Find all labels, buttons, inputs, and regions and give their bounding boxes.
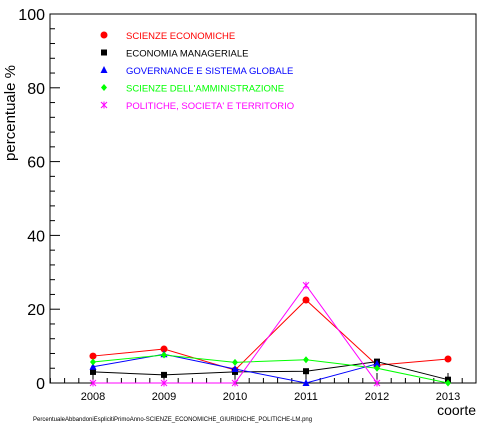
y-tick-label: 80 bbox=[27, 81, 45, 98]
data-point bbox=[90, 369, 96, 375]
data-point bbox=[303, 368, 309, 374]
x-tick-label: 2009 bbox=[152, 391, 176, 403]
y-axis-label: percentuale % bbox=[2, 65, 19, 161]
legend-label: GOVERNANCE E SISTEMA GLOBALE bbox=[126, 66, 293, 77]
file-name-footnote: PercentualeAbbandoniEsplicitiPrimoAnno-S… bbox=[33, 417, 312, 423]
x-axis-label: coorte bbox=[437, 402, 476, 418]
series-line-1 bbox=[93, 362, 448, 380]
x-tick-label: 2008 bbox=[81, 391, 105, 403]
x-tick-label: 2011 bbox=[294, 391, 318, 403]
x-tick-label: 2010 bbox=[223, 391, 247, 403]
data-point bbox=[232, 359, 238, 366]
data-point bbox=[161, 372, 167, 378]
legend-marker bbox=[101, 102, 107, 109]
y-tick-label: 100 bbox=[18, 7, 45, 24]
legend-label: ECONOMIA MANAGERIALE bbox=[126, 49, 248, 60]
y-tick-label: 60 bbox=[27, 155, 45, 172]
series-line-3 bbox=[93, 355, 448, 383]
series-line-0 bbox=[93, 300, 448, 370]
y-axis-label-wrap: percentuale % bbox=[2, 113, 26, 114]
legend-marker bbox=[101, 66, 108, 73]
legend-marker bbox=[101, 84, 107, 91]
legend-marker bbox=[101, 32, 108, 39]
data-point bbox=[303, 356, 309, 363]
y-tick-label: 20 bbox=[27, 302, 45, 319]
x-tick-label: 2012 bbox=[365, 391, 389, 403]
data-point bbox=[90, 358, 96, 365]
legend-label: POLITICHE, SOCIETA' E TERRITORIO bbox=[126, 101, 294, 112]
data-point bbox=[303, 296, 310, 303]
data-point bbox=[161, 351, 167, 358]
legend-label: SCIENZE DELL'AMMINISTRAZIONE bbox=[126, 84, 284, 95]
data-point bbox=[445, 356, 452, 363]
legend-marker bbox=[101, 50, 107, 56]
data-point bbox=[303, 282, 309, 289]
legend-label: SCIENZE ECONOMICHE bbox=[126, 31, 235, 42]
y-tick-label: 40 bbox=[27, 228, 45, 245]
y-tick-label: 0 bbox=[36, 376, 45, 393]
